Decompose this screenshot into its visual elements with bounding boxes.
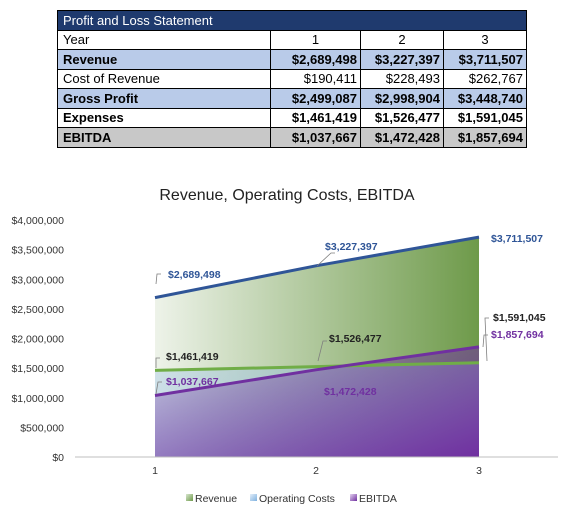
data-label-leader <box>155 357 160 368</box>
row-value: $1,857,694 <box>443 127 527 148</box>
table-title: Profit and Loss Statement <box>57 10 527 31</box>
data-label: $1,857,694 <box>491 329 544 341</box>
y-tick-label: $2,500,000 <box>11 304 64 316</box>
y-tick-label: $2,000,000 <box>11 334 64 346</box>
y-tick-label: $500,000 <box>20 422 64 434</box>
line-operating-costs <box>154 361 480 372</box>
area-ebitda <box>155 346 479 457</box>
data-label-leader <box>155 381 162 395</box>
table-row-ebitda: EBITDA $1,037,667 $1,472,428 $1,857,694 <box>57 127 527 148</box>
x-tick-label: 1 <box>152 465 158 477</box>
y-tick-label: $1,500,000 <box>11 363 64 375</box>
y-tick-label: $1,000,000 <box>11 393 64 405</box>
row-label: Cost of Revenue <box>57 68 271 89</box>
row-value: $1,591,045 <box>443 107 527 128</box>
row-label: EBITDA <box>57 127 271 148</box>
table-row-revenue: Revenue $2,689,498 $3,227,397 $3,711,507 <box>57 49 527 70</box>
row-value: $3,227,397 <box>360 49 444 70</box>
data-label: $1,526,477 <box>329 333 382 345</box>
line-revenue <box>154 235 480 300</box>
table-row-expenses: Expenses $1,461,419 $1,526,477 $1,591,04… <box>57 107 527 128</box>
legend-label: Operating Costs <box>259 493 335 505</box>
header-cell: Year <box>57 29 271 50</box>
y-tick-label: $0 <box>52 452 64 464</box>
legend-swatch-revenue <box>186 494 193 501</box>
row-value: $2,689,498 <box>270 49 361 70</box>
data-label: $1,037,667 <box>166 376 219 388</box>
legend-swatch-ebitda <box>350 494 357 501</box>
data-label: $3,227,397 <box>325 241 378 253</box>
y-tick-label: $3,000,000 <box>11 274 64 286</box>
x-tick-label: 3 <box>476 465 482 477</box>
row-value: $1,472,428 <box>360 127 444 148</box>
y-tick-label: $3,500,000 <box>11 245 64 257</box>
data-label: $1,472,428 <box>324 386 377 398</box>
header-cell: 2 <box>360 29 444 50</box>
pl-table: Profit and Loss Statement Year 1 2 3 Rev… <box>57 10 527 148</box>
line-ebitda <box>154 345 480 397</box>
data-label: $1,461,419 <box>166 351 219 363</box>
legend-label: EBITDA <box>359 493 397 505</box>
data-label: $1,591,045 <box>493 312 546 324</box>
header-cell: 1 <box>270 29 361 50</box>
row-value: $1,461,419 <box>270 107 361 128</box>
data-label-leader <box>316 252 335 267</box>
data-label-leader <box>482 334 488 348</box>
row-value: $3,448,740 <box>443 88 527 109</box>
table-row-gross-profit: Gross Profit $2,499,087 $2,998,904 $3,44… <box>57 88 527 109</box>
y-tick-label: $4,000,000 <box>11 215 64 227</box>
row-value: $2,499,087 <box>270 88 361 109</box>
table-row-cost-of-revenue: Cost of Revenue $190,411 $228,493 $262,7… <box>57 68 527 89</box>
row-value: $1,037,667 <box>270 127 361 148</box>
row-label: Expenses <box>57 107 271 128</box>
data-label: $3,711,507 <box>491 233 543 245</box>
row-value: $262,767 <box>443 68 527 89</box>
row-label: Revenue <box>57 49 271 70</box>
row-value: $190,411 <box>270 68 361 89</box>
data-label-leader <box>484 317 489 362</box>
table-title-row: Profit and Loss Statement <box>57 10 527 31</box>
data-label-leader <box>317 340 327 362</box>
row-value: $228,493 <box>360 68 444 89</box>
data-label-leader <box>155 273 161 285</box>
row-value: $2,998,904 <box>360 88 444 109</box>
row-value: $1,526,477 <box>360 107 444 128</box>
row-label: Gross Profit <box>57 88 271 109</box>
data-label: $2,689,498 <box>168 269 221 281</box>
x-tick-label: 2 <box>313 465 319 477</box>
legend-swatch-operating-costs <box>250 494 257 501</box>
legend-label: Revenue <box>195 493 237 505</box>
row-value: $3,711,507 <box>443 49 527 70</box>
area-chart: Revenue, Operating Costs, EBITDA $0 $500,0… <box>11 187 558 505</box>
table-header-row: Year 1 2 3 <box>57 29 527 50</box>
chart-title: Revenue, Operating Costs, EBITDA <box>159 187 415 204</box>
header-cell: 3 <box>443 29 527 50</box>
